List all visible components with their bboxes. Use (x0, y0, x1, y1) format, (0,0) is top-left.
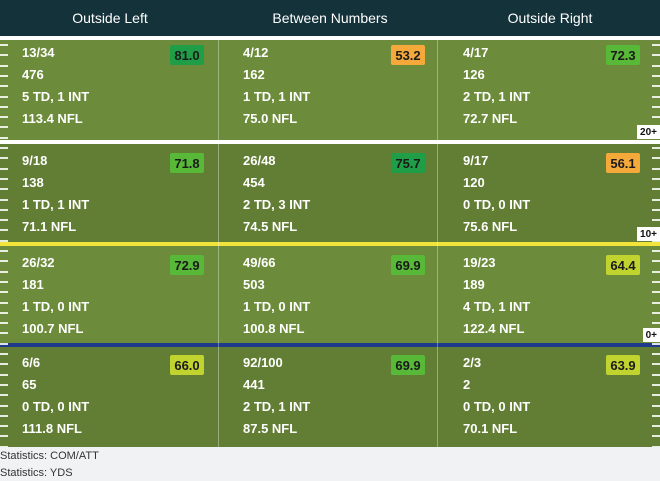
zone-band (0, 144, 660, 243)
yard-marker: 0+ (642, 328, 660, 342)
touchdowns-interceptions: 0 TD, 0 INT (463, 197, 531, 212)
ten-yard-line (0, 242, 660, 246)
grade-badge: 72.3 (606, 45, 640, 65)
column-divider (218, 36, 219, 447)
passing-yards: 476 (22, 67, 44, 82)
grade-badge: 69.9 (391, 355, 425, 375)
completions-attempts: 9/18 (22, 153, 48, 168)
touchdowns-interceptions: 0 TD, 0 INT (463, 399, 531, 414)
completions-attempts: 4/12 (243, 45, 269, 60)
passing-yards: 189 (463, 277, 485, 292)
nfl-passer-rating: 75.0 NFL (243, 111, 298, 126)
nfl-passer-rating: 70.1 NFL (463, 421, 518, 436)
zone-cell[interactable]: 6/6 65 0 TD, 0 INT 111.8 NFL 66.0 (22, 355, 204, 447)
grade-badge: 71.8 (170, 153, 204, 173)
grade-badge: 53.2 (391, 45, 425, 65)
zone-cell[interactable]: 9/17 120 0 TD, 0 INT 75.6 NFL 56.1 (463, 153, 640, 251)
nfl-passer-rating: 113.4 NFL (22, 111, 83, 126)
passing-yards: 503 (243, 277, 265, 292)
passing-yards: 454 (243, 175, 265, 190)
completions-attempts: 13/34 (22, 45, 55, 60)
grade-badge: 66.0 (170, 355, 204, 375)
completions-attempts: 26/48 (243, 153, 276, 168)
column-divider (437, 36, 438, 447)
touchdowns-interceptions: 1 TD, 0 INT (243, 299, 311, 314)
touchdowns-interceptions: 4 TD, 1 INT (463, 299, 531, 314)
grade-badge: 56.1 (606, 153, 640, 173)
passing-yards: 441 (243, 377, 265, 392)
zone-cell[interactable]: 19/23 189 4 TD, 1 INT 122.4 NFL 64.4 (463, 255, 640, 353)
touchdowns-interceptions: 0 TD, 0 INT (22, 399, 90, 414)
nfl-passer-rating: 72.7 NFL (463, 111, 518, 126)
top-boundary-line (0, 36, 660, 40)
touchdowns-interceptions: 2 TD, 3 INT (243, 197, 311, 212)
completions-attempts: 26/32 (22, 255, 55, 270)
twenty-yard-line (0, 140, 660, 144)
touchdowns-interceptions: 1 TD, 0 INT (22, 299, 90, 314)
column-header-between-numbers: Between Numbers (272, 10, 388, 26)
touchdowns-interceptions: 5 TD, 1 INT (22, 89, 90, 104)
passing-yards: 126 (463, 67, 485, 82)
touchdowns-interceptions: 1 TD, 1 INT (22, 197, 90, 212)
grade-badge: 64.4 (606, 255, 640, 275)
column-header-outside-right: Outside Right (507, 10, 593, 26)
legend-yds: Statistics: YDS (0, 467, 73, 479)
nfl-passer-rating: 87.5 NFL (243, 421, 298, 436)
line-of-scrimmage (0, 343, 660, 347)
nfl-passer-rating: 100.7 NFL (22, 321, 84, 336)
nfl-passer-rating: 122.4 NFL (463, 321, 525, 336)
nfl-passer-rating: 71.1 NFL (22, 219, 77, 234)
left-hash-marks (0, 36, 8, 447)
completions-attempts: 9/17 (463, 153, 489, 168)
grade-badge: 63.9 (606, 355, 640, 375)
grade-badge: 69.9 (391, 255, 425, 275)
zone-cell[interactable]: 49/66 503 1 TD, 0 INT 100.8 NFL 69.9 (243, 255, 425, 353)
passing-zone-field: 13/34 476 5 TD, 1 INT 113.4 NFL 81.0 4/12 162 1… (0, 36, 660, 447)
completions-attempts: 2/3 (463, 355, 482, 370)
completions-attempts: 92/100 (243, 355, 283, 370)
completions-attempts: 49/66 (243, 255, 276, 270)
right-hash-marks (652, 36, 660, 447)
zone-cell[interactable]: 92/100 441 2 TD, 1 INT 87.5 NFL 69.9 (243, 355, 425, 447)
passing-yards: 162 (243, 67, 265, 82)
nfl-passer-rating: 74.5 NFL (243, 219, 298, 234)
completions-attempts: 6/6 (22, 355, 41, 370)
zone-cell[interactable]: 9/18 138 1 TD, 1 INT 71.1 NFL 71.8 (22, 153, 204, 251)
zone-band (0, 246, 660, 343)
touchdowns-interceptions: 2 TD, 1 INT (463, 89, 531, 104)
passing-yards: 2 (463, 377, 471, 392)
touchdowns-interceptions: 1 TD, 1 INT (243, 89, 311, 104)
nfl-passer-rating: 111.8 NFL (22, 421, 82, 436)
zone-band (0, 36, 660, 141)
legend-com-att: Statistics: COM/ATT (0, 450, 99, 462)
passing-yards: 181 (22, 277, 44, 292)
touchdowns-interceptions: 2 TD, 1 INT (243, 399, 311, 414)
completions-attempts: 4/17 (463, 45, 489, 60)
zone-cell[interactable]: 4/17 126 2 TD, 1 INT 72.7 NFL 72.3 (463, 45, 640, 143)
yard-marker: 20+ (637, 125, 660, 139)
passing-yards: 138 (22, 175, 44, 190)
zone-cell[interactable]: 13/34 476 5 TD, 1 INT 113.4 NFL 81.0 (22, 45, 204, 143)
zone-band (0, 346, 660, 447)
zone-cell[interactable]: 4/12 162 1 TD, 1 INT 75.0 NFL 53.2 (243, 45, 425, 143)
passing-yards: 65 (22, 377, 37, 392)
grade-badge: 75.7 (391, 153, 425, 173)
grade-badge: 81.0 (170, 45, 204, 65)
nfl-passer-rating: 100.8 NFL (243, 321, 305, 336)
zone-cell[interactable]: 26/32 181 1 TD, 0 INT 100.7 NFL 72.9 (22, 255, 204, 353)
yard-marker: 10+ (637, 227, 660, 241)
passing-yards: 120 (463, 175, 485, 190)
column-header-bar: Outside Left Between Numbers Outside Rig… (0, 0, 660, 36)
completions-attempts: 19/23 (463, 255, 496, 270)
column-header-outside-left: Outside Left (72, 10, 148, 26)
zone-cell[interactable]: 26/48 454 2 TD, 3 INT 74.5 NFL 75.7 (243, 153, 425, 251)
zone-cell[interactable]: 2/3 2 0 TD, 0 INT 70.1 NFL 63.9 (463, 355, 640, 447)
grade-badge: 72.9 (170, 255, 204, 275)
nfl-passer-rating: 75.6 NFL (463, 219, 518, 234)
